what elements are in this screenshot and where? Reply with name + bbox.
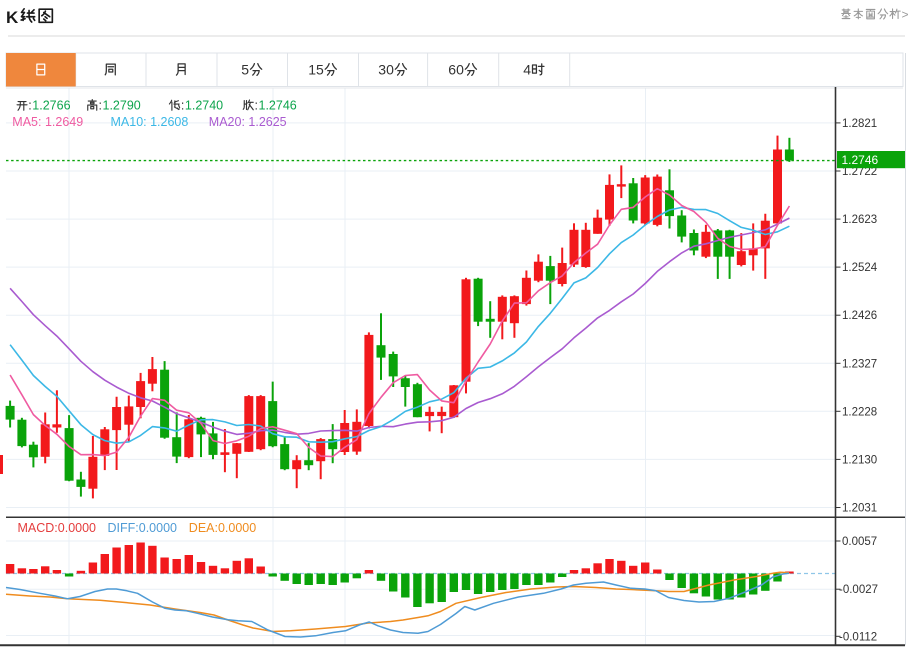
- svg-text::: :: [99, 99, 102, 113]
- svg-text:1.2228: 1.2228: [842, 406, 877, 418]
- svg-text:MACD:0.0000: MACD:0.0000: [18, 521, 97, 535]
- svg-text::: :: [255, 99, 258, 113]
- svg-text:1.2722: 1.2722: [842, 166, 877, 178]
- svg-text:1.2130: 1.2130: [842, 454, 877, 466]
- svg-text:-0.0112: -0.0112: [839, 631, 877, 643]
- svg-text:1.2031: 1.2031: [842, 503, 877, 515]
- svg-text:1.2623: 1.2623: [842, 214, 877, 226]
- svg-text:K: K: [6, 8, 19, 27]
- svg-text:0.0057: 0.0057: [842, 536, 877, 548]
- svg-text:1.2790: 1.2790: [103, 99, 141, 113]
- svg-text:1.2746: 1.2746: [259, 99, 297, 113]
- svg-text:DEA:0.0000: DEA:0.0000: [189, 521, 256, 535]
- svg-text:-0.0027: -0.0027: [839, 584, 878, 596]
- svg-text:MA20: 1.2625: MA20: 1.2625: [209, 115, 287, 129]
- svg-text:MA10: 1.2608: MA10: 1.2608: [111, 115, 189, 129]
- svg-text:15: 15: [308, 62, 324, 78]
- svg-text:DIFF:0.0000: DIFF:0.0000: [108, 521, 178, 535]
- svg-text:1.2327: 1.2327: [842, 358, 877, 370]
- svg-text:30: 30: [378, 62, 394, 78]
- svg-text:5: 5: [241, 62, 249, 78]
- svg-text:1.2426: 1.2426: [842, 310, 877, 322]
- svg-text:1.2524: 1.2524: [842, 262, 878, 274]
- svg-text:1.2740: 1.2740: [185, 99, 223, 113]
- svg-text:>: >: [902, 8, 909, 22]
- svg-text:MA5: 1.2649: MA5: 1.2649: [12, 115, 83, 129]
- svg-text::: :: [181, 99, 184, 113]
- svg-text:4: 4: [523, 62, 531, 78]
- svg-text::: :: [28, 99, 31, 113]
- svg-text:1.2746: 1.2746: [842, 153, 879, 167]
- svg-text:1.2821: 1.2821: [842, 118, 877, 130]
- svg-text:1.2766: 1.2766: [32, 99, 70, 113]
- svg-text:60: 60: [448, 62, 464, 78]
